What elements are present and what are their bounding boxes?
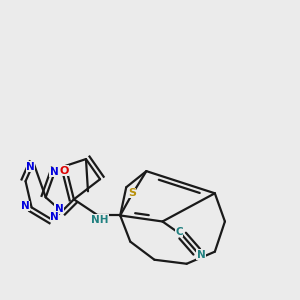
Text: O: O bbox=[59, 166, 69, 176]
Text: N: N bbox=[50, 167, 58, 177]
Text: N: N bbox=[50, 212, 59, 222]
Text: S: S bbox=[128, 188, 136, 198]
Text: N: N bbox=[197, 250, 206, 260]
Text: N: N bbox=[55, 203, 63, 214]
Text: NH: NH bbox=[91, 215, 109, 225]
Text: C: C bbox=[175, 227, 183, 237]
Text: N: N bbox=[21, 201, 29, 211]
Text: N: N bbox=[26, 162, 35, 172]
